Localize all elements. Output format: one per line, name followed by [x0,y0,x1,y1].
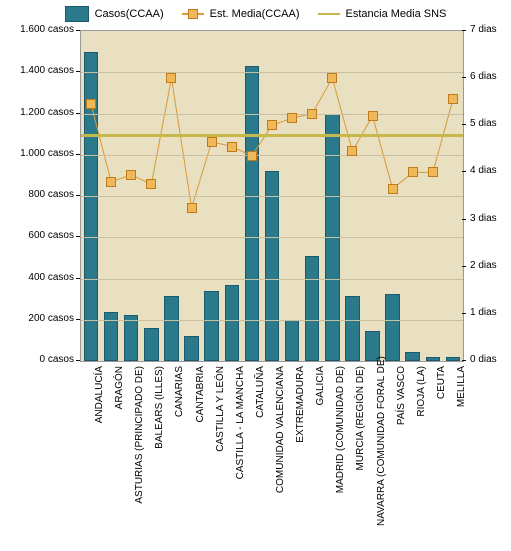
y-right-tick-label: 3 dias [470,213,497,224]
line-marker [287,113,297,123]
x-category-label: NAVARRA (COMUNIDAD FORAL DE) [376,366,387,526]
x-category-label: RIOJA (LA) [416,366,427,526]
line-marker [368,111,378,121]
line-marker [106,177,116,187]
line-marker [166,73,176,83]
line-marker [187,203,197,213]
y-left-tick-label: 200 casos [0,313,74,324]
line-marker [448,94,458,104]
line-marker [408,167,418,177]
y-right-tick-label: 7 dias [470,24,497,35]
legend-item-refline: Estancia Media SNS [318,8,447,20]
x-category-label: ASTURIAS (PRINCIPADO DE) [134,366,145,526]
legend-item-linemarker: Est. Media(CCAA) [182,8,300,20]
y-right-tick-label: 2 dias [470,260,497,271]
x-category-label: MADRID (COMUNIDAD DE) [335,366,346,526]
legend-item-bar: Casos(CCAA) [65,6,164,22]
line-marker [247,151,257,161]
chart: Casos(CCAA) Est. Media(CCAA) Estancia Me… [0,0,511,551]
line-markers [81,31,463,361]
x-category-label: CANTABRIA [195,366,206,526]
line-marker [307,109,317,119]
y-left-tick-label: 1.200 casos [0,107,74,118]
line-marker [267,120,277,130]
y-left-tick-label: 1.000 casos [0,148,74,159]
legend-label: Estancia Media SNS [346,8,447,20]
plot-area [80,30,464,362]
line-marker [327,73,337,83]
y-right-tick-label: 1 dias [470,307,497,318]
x-category-label: MURCIA (REGIÓN DE) [355,366,366,526]
x-category-label: PAÍS VASCO [396,366,407,526]
x-category-label: ARAGÓN [114,366,125,526]
line-marker [388,184,398,194]
x-category-label: ANDALUCÍA [94,366,105,526]
line-marker [207,137,217,147]
marker-swatch-icon [182,13,204,15]
y-left-tick-label: 1.600 casos [0,24,74,35]
legend-label: Casos(CCAA) [95,8,164,20]
x-category-label: COMUNIDAD VALENCIANA [275,366,286,526]
y-left-tick-label: 0 casos [0,354,74,365]
y-left-tick-label: 800 casos [0,189,74,200]
legend: Casos(CCAA) Est. Media(CCAA) Estancia Me… [0,0,511,28]
x-category-label: BALEARS (ILLES) [154,366,165,526]
y-right-tick-label: 0 dias [470,354,497,365]
x-category-label: CANARIAS [174,366,185,526]
y-left-tick-label: 400 casos [0,272,74,283]
y-left-tick-label: 1.400 casos [0,65,74,76]
y-left-tick-label: 600 casos [0,230,74,241]
line-marker [227,142,237,152]
line-swatch-icon [318,13,340,15]
x-category-label: EXTREMADURA [295,366,306,526]
y-right-tick-label: 6 dias [470,71,497,82]
line-marker [428,167,438,177]
line-marker [86,99,96,109]
y-right-tick-label: 5 dias [470,118,497,129]
x-category-label: CATALUÑA [255,366,266,526]
line-marker [126,170,136,180]
x-category-label: CEUTA [436,366,447,526]
legend-label: Est. Media(CCAA) [210,8,300,20]
bar-swatch-icon [65,6,89,22]
line-marker [146,179,156,189]
x-category-label: GALICIA [315,366,326,526]
y-right-tick-label: 4 dias [470,165,497,176]
x-category-label: CASTILLA Y LEÓN [215,366,226,526]
line-marker [347,146,357,156]
x-category-label: CASTILLA - LA MANCHA [235,366,246,526]
x-category-label: MELILLA [456,366,467,526]
